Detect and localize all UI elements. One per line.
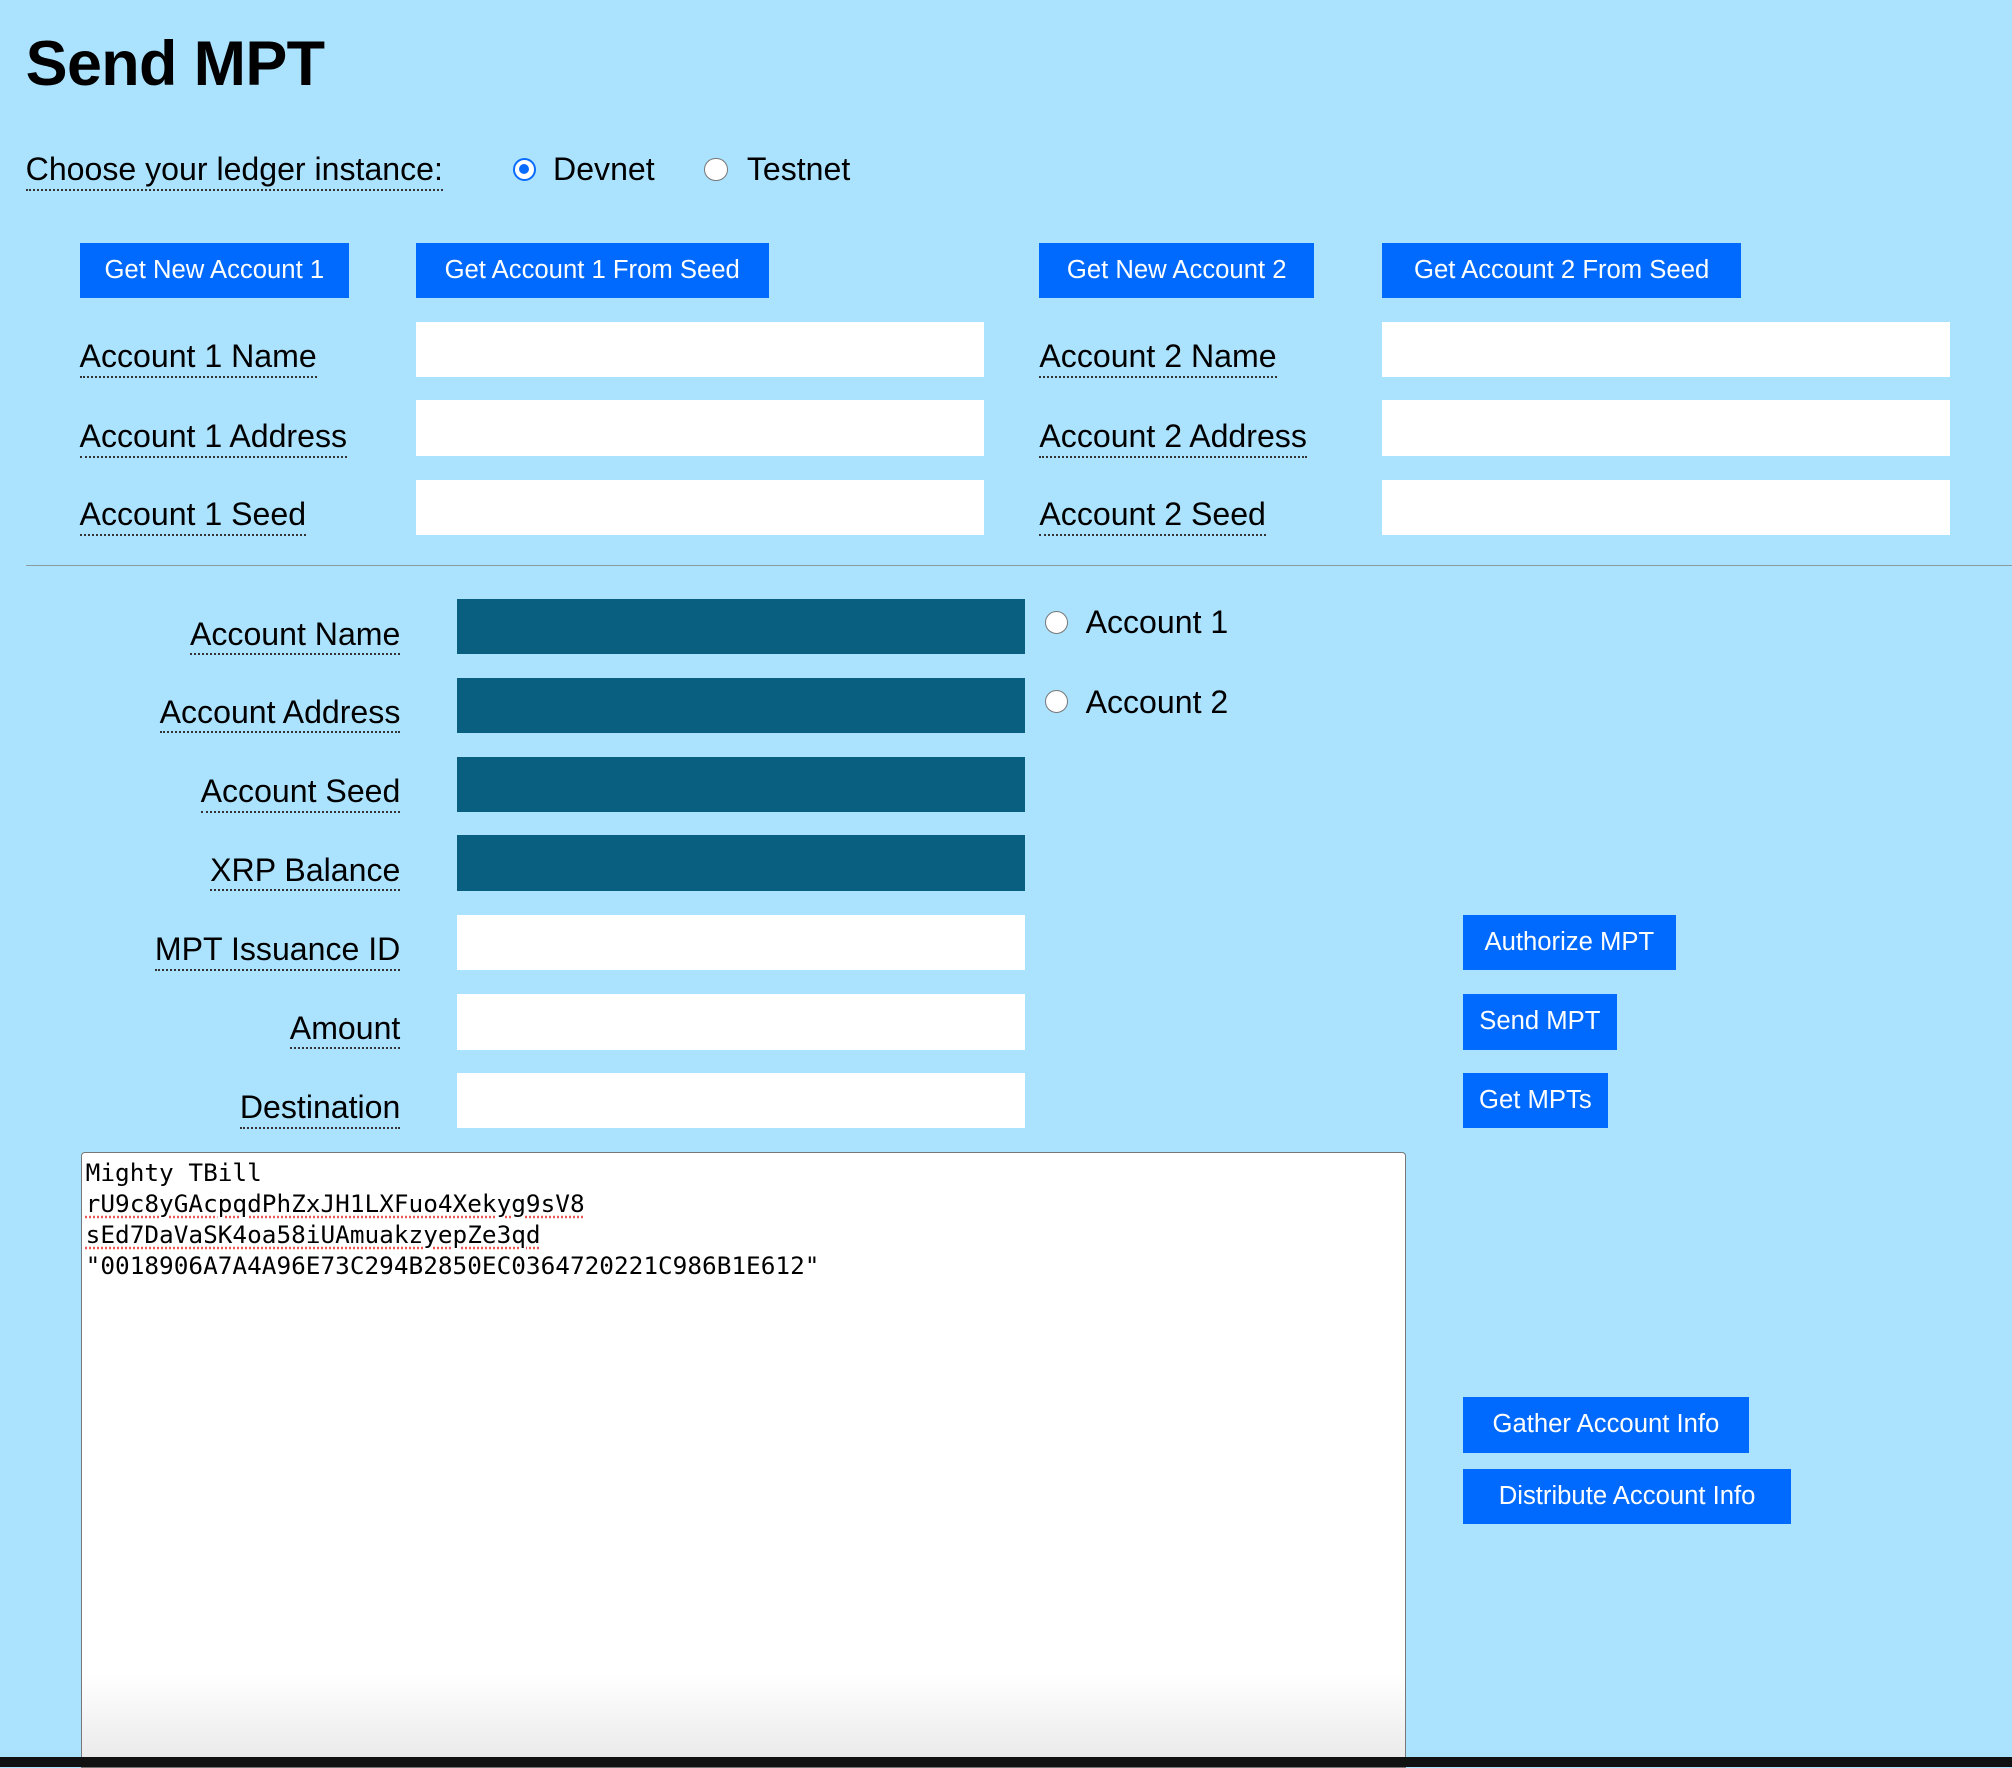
account-address-input[interactable]	[456, 677, 1026, 733]
destination-label: Destination	[239, 1088, 401, 1129]
result-line: Mighty TBill	[85, 1158, 262, 1188]
destination-input[interactable]	[456, 1072, 1026, 1128]
account-name-label: Account Name	[189, 615, 401, 656]
account-2-name-input[interactable]	[1382, 322, 1951, 378]
get-new-account-1-button[interactable]: Get New Account 1	[79, 242, 350, 298]
results-textarea[interactable]: Mighty TBill rU9c8yGAcpqdPhZxJH1LXFuo4Xe…	[80, 1152, 1407, 1768]
account-name-input[interactable]	[456, 599, 1026, 655]
account-2-seed-input[interactable]	[1382, 479, 1951, 536]
account-1-seed-input[interactable]	[415, 479, 985, 536]
account-seed-input[interactable]	[456, 757, 1026, 813]
radio-testnet[interactable]	[704, 157, 728, 181]
get-new-account-2-button[interactable]: Get New Account 2	[1039, 242, 1314, 298]
radio-devnet[interactable]	[513, 157, 537, 181]
account-1-seed-label: Account 1 Seed	[79, 495, 307, 536]
account-2-address-input[interactable]	[1382, 400, 1951, 456]
amount-input[interactable]	[456, 994, 1026, 1050]
xrp-balance-input[interactable]	[456, 835, 1026, 891]
gather-account-info-button[interactable]: Gather Account Info	[1462, 1397, 1749, 1453]
account-address-label: Account Address	[159, 693, 401, 734]
account-1-radio-label[interactable]: Account 1	[1085, 604, 1229, 641]
account-seed-label: Account Seed	[200, 772, 401, 813]
get-mpts-button[interactable]: Get MPTs	[1462, 1072, 1608, 1128]
amount-label: Amount	[289, 1009, 401, 1050]
result-line: "0018906A7A4A96E73C294B2850EC0364720221C…	[85, 1250, 820, 1280]
send-mpt-button[interactable]: Send MPT	[1462, 994, 1617, 1050]
mpt-issuance-id-label: MPT Issuance ID	[154, 930, 401, 971]
page-title: Send MPT	[25, 29, 325, 100]
xrp-balance-label: XRP Balance	[210, 851, 401, 892]
result-line: sEd7DaVaSK4oa58iUAmuakzyepZe3qd	[85, 1220, 541, 1250]
account-1-address-label: Account 1 Address	[79, 417, 348, 458]
result-line: rU9c8yGAcpqdPhZxJH1LXFuo4Xekyg9sV8	[85, 1189, 585, 1219]
account-2-address-label: Account 2 Address	[1039, 417, 1307, 458]
divider	[25, 564, 2012, 566]
ledger-label: Choose your ledger instance:	[25, 150, 443, 191]
mpt-issuance-id-input[interactable]	[456, 914, 1026, 971]
get-account-2-from-seed-button[interactable]: Get Account 2 From Seed	[1382, 242, 1742, 298]
testnet-label[interactable]: Testnet	[746, 151, 851, 188]
account-2-radio-label[interactable]: Account 2	[1085, 683, 1229, 720]
account-1-name-label: Account 1 Name	[79, 337, 317, 378]
radio-account-2[interactable]	[1044, 690, 1068, 714]
account-1-name-input[interactable]	[415, 322, 985, 378]
account-1-address-input[interactable]	[415, 400, 985, 456]
account-2-seed-label: Account 2 Seed	[1039, 495, 1266, 536]
authorize-mpt-button[interactable]: Authorize MPT	[1462, 914, 1676, 971]
account-2-name-label: Account 2 Name	[1039, 337, 1277, 378]
radio-account-1[interactable]	[1044, 610, 1068, 634]
distribute-account-info-button[interactable]: Distribute Account Info	[1462, 1469, 1792, 1525]
get-account-1-from-seed-button[interactable]: Get Account 1 From Seed	[415, 242, 769, 298]
devnet-label[interactable]: Devnet	[553, 151, 655, 188]
